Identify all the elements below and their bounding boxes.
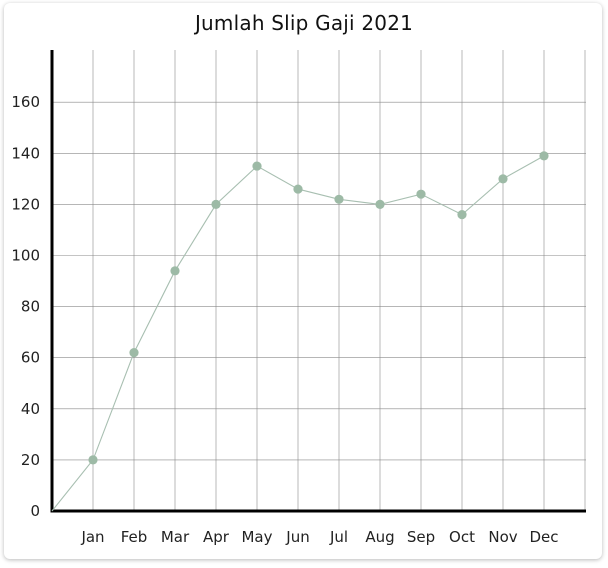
x-tick-label: Sep (407, 528, 435, 546)
x-tick-label: Feb (121, 528, 148, 546)
data-point (88, 455, 98, 465)
x-tick-label: Mar (161, 528, 190, 546)
x-tick-label: May (241, 528, 272, 546)
y-tick-label: 140 (11, 144, 40, 162)
x-tick-label: Jan (80, 528, 104, 546)
y-tick-label: 100 (11, 247, 40, 265)
x-tick-label: Aug (365, 528, 394, 546)
x-axis-ticks: Jan Feb Mar Apr May Jun Jul Aug Sep Oct Nov Dec (80, 528, 558, 546)
x-tick-label: Nov (488, 528, 517, 546)
data-point (375, 199, 385, 209)
axes (50, 50, 586, 513)
x-tick-label: Dec (529, 528, 558, 546)
y-tick-label: 120 (11, 195, 40, 213)
y-tick-label: 20 (21, 451, 40, 469)
x-tick-label: Oct (449, 528, 475, 546)
y-axis-ticks: 0 20 40 60 80 100 120 140 160 (11, 93, 40, 520)
data-point (334, 194, 344, 204)
grid-lines (52, 50, 586, 511)
data-point (416, 189, 426, 199)
data-point (211, 199, 221, 209)
y-tick-label: 60 (21, 349, 40, 367)
data-point (252, 161, 262, 171)
y-tick-label: 0 (30, 502, 40, 520)
x-tick-label: Jun (285, 528, 309, 546)
data-point (293, 184, 303, 194)
x-tick-label: Apr (203, 528, 230, 546)
data-point (498, 174, 508, 184)
y-tick-label: 40 (21, 400, 40, 418)
y-tick-label: 80 (21, 298, 40, 316)
data-point (457, 210, 467, 220)
data-point (539, 151, 549, 161)
x-tick-label: Jul (329, 528, 348, 546)
data-point (129, 347, 139, 358)
chart-card (4, 3, 602, 559)
data-point (170, 266, 180, 276)
chart-title: Jumlah Slip Gaji 2021 (194, 11, 414, 35)
y-tick-label: 160 (11, 93, 40, 111)
series-group (51, 151, 549, 512)
